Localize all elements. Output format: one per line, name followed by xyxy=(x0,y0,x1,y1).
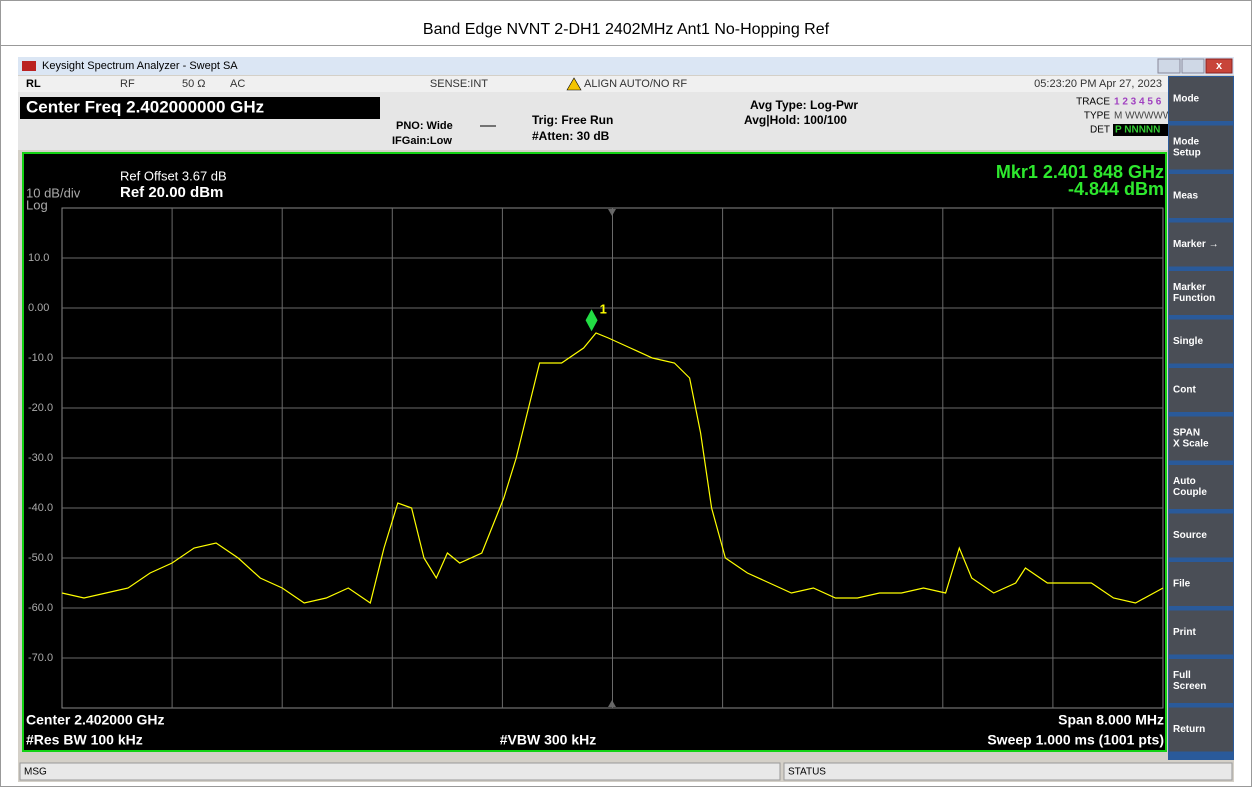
minimize-button[interactable] xyxy=(1157,58,1181,74)
footer-rbw: #Res BW 100 kHz xyxy=(26,732,143,748)
softkey-label: Source xyxy=(1173,530,1207,541)
softkey[interactable] xyxy=(1169,125,1233,170)
rl: RL xyxy=(26,78,41,90)
footer-sweep: Sweep 1.000 ms (1001 pts) xyxy=(987,732,1164,748)
y-tick-label: 10.0 xyxy=(28,252,49,264)
marker-level: -4.844 dBm xyxy=(1068,179,1164,199)
y-tick-label: -20.0 xyxy=(28,402,53,414)
msg-box xyxy=(19,762,781,781)
trace xyxy=(61,332,1164,604)
status-box xyxy=(783,762,1233,781)
window-titlebar xyxy=(18,57,1234,75)
softkey-label: Screen xyxy=(1173,681,1206,692)
softkey-label: X Scale xyxy=(1173,439,1209,450)
y-tick-label: -40.0 xyxy=(28,502,53,514)
softkey-label: Marker xyxy=(1173,282,1206,293)
softkey-label: Print xyxy=(1173,627,1196,638)
trace-numbers: 1 2 3 4 5 6 xyxy=(1114,97,1162,108)
footer-vbw: #VBW 300 kHz xyxy=(500,732,596,748)
det-box xyxy=(1113,124,1168,136)
softkey[interactable] xyxy=(1169,319,1233,364)
softkey-label: Setup xyxy=(1173,148,1201,159)
softkey[interactable] xyxy=(1169,562,1233,606)
softkey-label: Mode xyxy=(1173,94,1200,105)
atten: #Atten: 30 dB xyxy=(532,129,610,143)
avg-type: Avg Type: Log-Pwr xyxy=(750,98,858,112)
softkey-label: Auto xyxy=(1173,476,1196,487)
type-label: TYPE xyxy=(1084,111,1110,122)
ref-offset: Ref Offset 3.67 dB xyxy=(120,168,227,183)
pno: PNO: Wide xyxy=(396,120,453,132)
align: ALIGN AUTO/NO RF xyxy=(584,78,687,90)
y-tick-label: -60.0 xyxy=(28,602,53,614)
softkey-label: Function xyxy=(1173,293,1215,304)
trig: Trig: Free Run xyxy=(532,113,613,127)
y-tick-label: -70.0 xyxy=(28,652,53,664)
scale-type: Log xyxy=(26,197,48,212)
center-freq-box xyxy=(20,97,380,119)
y-tick-label: -10.0 xyxy=(28,352,53,364)
scale: 10 dB/div xyxy=(26,185,81,200)
center-freq: Center Freq 2.402000000 GHz xyxy=(26,97,264,116)
impedance: 50 Ω xyxy=(182,78,206,90)
window-title: Keysight Spectrum Analyzer - Swept SA xyxy=(42,60,238,72)
softkey-label: Full xyxy=(1173,670,1191,681)
page-title: Band Edge NVNT 2-DH1 2402MHz Ant1 No-Hop… xyxy=(423,21,830,38)
avg-hold: Avg|Hold: 100/100 xyxy=(744,113,847,127)
plot-screen xyxy=(22,152,1167,752)
softkey-label: Couple xyxy=(1173,487,1207,498)
softkey-label: Marker → xyxy=(1173,239,1219,250)
y-tick-label: -30.0 xyxy=(28,452,53,464)
ifgain: IFGain:Low xyxy=(392,135,452,147)
softkey[interactable] xyxy=(1169,174,1233,218)
softkey[interactable] xyxy=(1169,659,1233,703)
softkey-label: File xyxy=(1173,579,1191,590)
ref-level: Ref 20.00 dBm xyxy=(120,184,223,201)
softkey[interactable] xyxy=(1169,416,1233,461)
coupling: AC xyxy=(230,78,245,90)
softkey[interactable] xyxy=(1169,77,1233,121)
softkey-label: SPAN xyxy=(1173,428,1200,439)
msg: MSG xyxy=(24,767,47,778)
status: STATUS xyxy=(788,767,826,778)
softkey-label: Cont xyxy=(1173,385,1196,396)
maximize-button[interactable] xyxy=(1181,58,1205,74)
softkey[interactable] xyxy=(1169,368,1233,412)
softkey-label: Meas xyxy=(1173,191,1198,202)
y-tick-label: 0.00 xyxy=(28,302,49,314)
type-value: M WWWWW xyxy=(1114,111,1173,122)
close-icon: x xyxy=(1216,60,1223,72)
marker xyxy=(585,309,598,332)
softkey[interactable] xyxy=(1169,610,1233,655)
close-button[interactable] xyxy=(1205,58,1233,74)
softkey[interactable] xyxy=(1169,465,1233,509)
softkey-label: Return xyxy=(1173,724,1205,735)
softkey[interactable] xyxy=(1169,707,1233,752)
det-value: P NNNNN xyxy=(1115,125,1160,136)
warning-icon xyxy=(566,77,582,91)
det-label: DET xyxy=(1090,125,1110,136)
footer-span: Span 8.000 MHz xyxy=(1058,712,1164,728)
marker-freq: Mkr1 2.401 848 GHz xyxy=(996,162,1164,182)
rf: RF xyxy=(120,78,135,90)
trace-label: TRACE xyxy=(1076,97,1110,108)
app-icon xyxy=(22,61,36,71)
time: 05:23:20 PM Apr 27, 2023 xyxy=(1034,78,1162,90)
softkey-label: Single xyxy=(1173,336,1203,347)
y-tick-label: -50.0 xyxy=(28,552,53,564)
status-row xyxy=(18,76,1168,92)
marker-label: 1 xyxy=(600,302,607,317)
sense: SENSE:INT xyxy=(430,78,488,90)
softkey[interactable] xyxy=(1169,271,1233,315)
softkey[interactable] xyxy=(1169,222,1233,267)
softkey-label: Mode xyxy=(1173,137,1200,148)
footer-center: Center 2.402000 GHz xyxy=(26,712,165,728)
softkey[interactable] xyxy=(1169,513,1233,558)
